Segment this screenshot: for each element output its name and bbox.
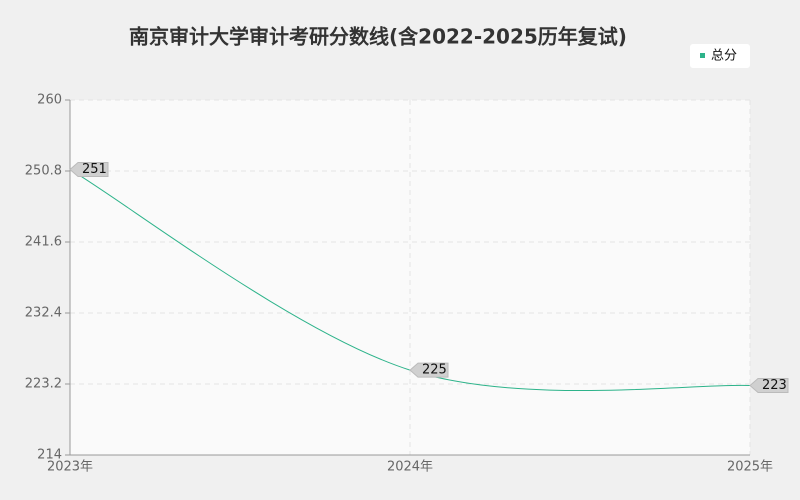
x-tick-label: 2023年 (47, 460, 93, 475)
legend-label: 总分 (711, 49, 737, 64)
y-tick-label: 232.4 (25, 306, 62, 321)
y-tick-label: 241.6 (25, 235, 62, 250)
label-box (69, 161, 109, 177)
data-label: 251 (82, 162, 107, 177)
label-box (409, 362, 449, 378)
y-tick-label: 214 (37, 448, 62, 463)
x-tick-label: 2024年 (387, 460, 433, 475)
y-tick-label: 260 (37, 93, 62, 108)
data-label: 225 (422, 363, 447, 378)
legend-swatch (700, 53, 705, 58)
chart-title: 南京审计大学审计考研分数线(含2022-2025历年复试) (129, 25, 627, 49)
x-tick-label: 2025年 (727, 460, 773, 475)
plot-area (70, 100, 750, 455)
label-box (749, 378, 789, 394)
legend (690, 44, 750, 68)
y-tick-label: 250.8 (25, 164, 62, 179)
data-label: 223 (762, 378, 787, 393)
y-tick-label: 223.2 (25, 377, 62, 392)
